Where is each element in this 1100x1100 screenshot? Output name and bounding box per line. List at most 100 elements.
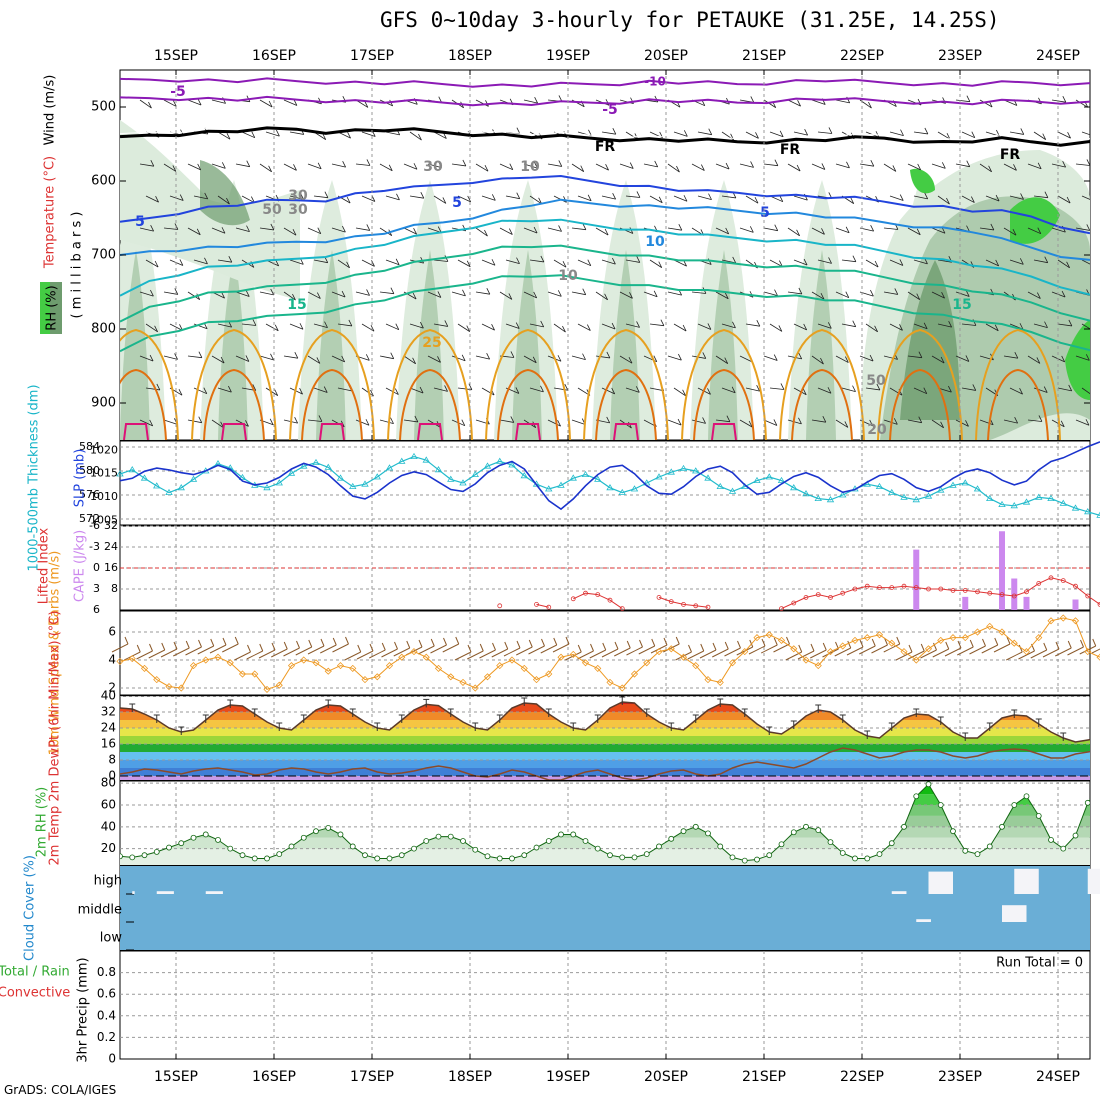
rh-point: [1060, 845, 1067, 852]
wind-barb-flag: [1019, 323, 1024, 330]
wind-barb-flag: [292, 293, 296, 301]
wind-barb: [235, 355, 250, 362]
wind10m-barb: [467, 650, 484, 660]
wind-barb: [793, 195, 808, 201]
wind-barb: [427, 163, 442, 169]
wind-barb: [1027, 163, 1042, 170]
wind-barb-flag: [364, 101, 369, 108]
wind10m-point: [557, 653, 565, 661]
wind-barb-flag: [324, 321, 328, 328]
wind10m-barb: [834, 647, 851, 657]
wind-barb-flag: [246, 160, 251, 167]
wind-barb: [793, 131, 808, 136]
wind-barb-flag: [732, 256, 737, 264]
rh-tick-label: 60: [101, 798, 116, 812]
wind-barb-flag: [370, 325, 375, 332]
thickness-point: [545, 485, 553, 492]
wind-barb: [1033, 131, 1046, 140]
contour-label: FR: [780, 142, 801, 158]
wind-barb: [571, 291, 586, 296]
wind-barb: [433, 259, 448, 262]
rh-point: [1072, 832, 1079, 839]
lifted-index-line: [536, 603, 549, 608]
wind10m-barb-flag: [994, 637, 999, 646]
wind10m-barb-flag: [945, 641, 950, 650]
rh-band: [120, 794, 1090, 805]
wind-barb: [715, 227, 729, 235]
wind10m-barb: [332, 643, 349, 653]
wind10m-barb: [883, 643, 900, 653]
wind-barb: [499, 291, 513, 300]
wind10m-barb: [724, 647, 741, 657]
isotherm-25: [975, 328, 1061, 440]
wind-barb: [145, 323, 158, 333]
wind10m-barb: [1067, 646, 1084, 656]
wind-barb-flag: [484, 165, 489, 172]
thickness-point: [483, 462, 492, 469]
wind10m-barb-flag: [418, 639, 423, 648]
precip-axis-label: 3hr Precip (mm): [76, 957, 91, 1062]
wind10m-barb: [773, 643, 790, 653]
wind-barb: [145, 387, 160, 391]
rh-point: [582, 838, 589, 844]
wind-barb-flag: [990, 223, 995, 231]
wind-barb: [259, 163, 272, 173]
wind-barb: [523, 227, 538, 234]
grid-lines: [175, 70, 1059, 1059]
wind-barb-flag: [827, 387, 832, 394]
wind10m-point: [263, 685, 271, 693]
slp-tick-label: 1020: [90, 443, 118, 456]
wind10m-barb: [957, 646, 974, 656]
rh-tick-label: 40: [101, 819, 116, 833]
rh-point: [790, 829, 797, 836]
date-labels: 15SEP 15SEP 16SEP 16SEP 17SEP 17SEP 18SEP 18SEP…: [154, 48, 1080, 1085]
wind-barb-flag: [724, 357, 729, 364]
slp-tick-label: 1005: [90, 513, 118, 526]
wind10m-barb-flag: [822, 642, 827, 651]
thickness-slp-frame: [119, 440, 1091, 526]
thickness-point: [140, 474, 149, 481]
wind-barb-flag: [317, 292, 321, 299]
thickness-point: [937, 486, 945, 493]
wind10m-line: [119, 617, 1100, 690]
wind-barb: [739, 227, 754, 233]
wind-barb: [889, 387, 903, 396]
wind-barb: [979, 419, 994, 426]
wind10m-barb-flag: [1092, 638, 1097, 647]
cloud-panel: high middle low: [78, 866, 1100, 951]
wind-barb-flag: [1037, 292, 1041, 299]
wind10m-barb-flag: [443, 637, 447, 646]
wind-barb: [835, 227, 850, 234]
wind10m-point: [618, 684, 626, 692]
thickness-point: [949, 481, 957, 488]
wind10m-barb: [859, 645, 876, 655]
wind-barb: [217, 131, 231, 140]
temp2m-panel: [120, 696, 1090, 780]
wind-barb: [673, 259, 687, 267]
wind-barb: [667, 419, 682, 426]
wind-barb-flag: [748, 420, 753, 428]
wind-barb: [457, 323, 470, 332]
wind-barb: [859, 163, 874, 167]
precip-panel: 0 0.2 0.4 0.6 0.8: [97, 965, 1090, 1066]
thickness-point: [667, 468, 675, 475]
rh-point: [901, 823, 907, 830]
wind10m-barb-flag: [357, 644, 362, 653]
wind-barb: [169, 195, 184, 201]
rh-point: [423, 838, 430, 844]
wind-barb-flag: [198, 416, 203, 423]
wind10m-point: [238, 670, 247, 678]
wind-barb-flag: [732, 321, 736, 329]
isotherm-30: [693, 368, 755, 440]
wind-barb-flag: [1067, 131, 1071, 139]
wind-barb-flag: [245, 420, 249, 427]
mb-tick-label: 700: [91, 248, 116, 263]
wind10m-barb-flag: [1043, 642, 1048, 651]
wind-barb-flag: [558, 225, 562, 232]
temp-band: [120, 776, 1090, 780]
wind-barb: [289, 131, 304, 135]
wind10m-barb: [381, 648, 398, 658]
rh-point: [288, 843, 295, 850]
wind-barb-flag: [755, 132, 759, 139]
wind-barb: [145, 259, 159, 268]
